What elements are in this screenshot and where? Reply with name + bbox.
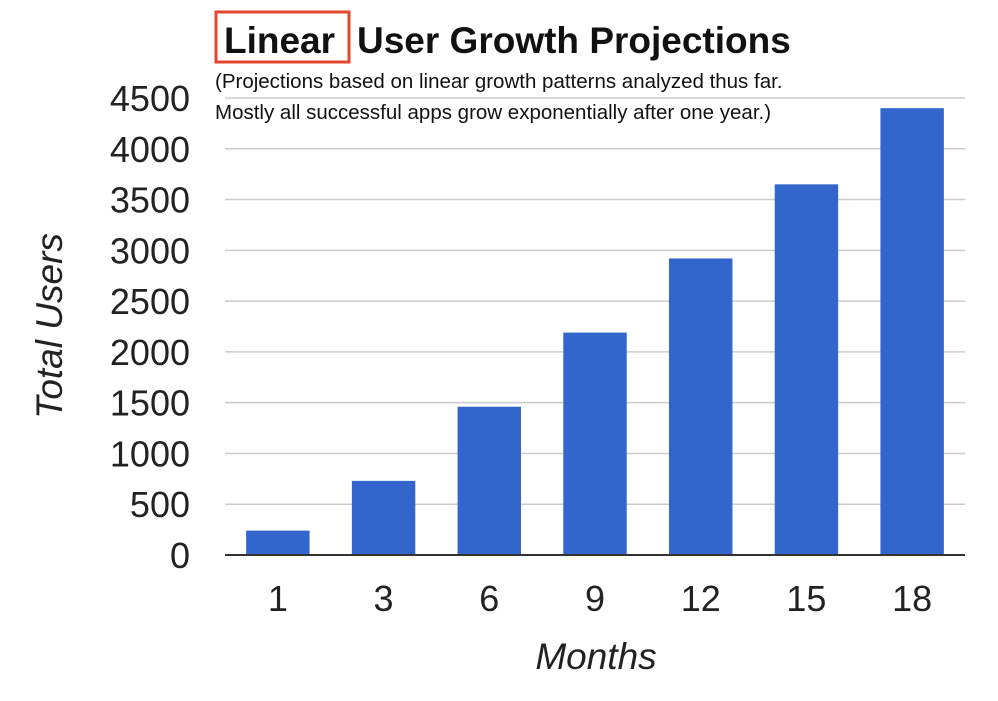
y-tick-label: 1000 [110,433,190,474]
y-tick-label: 2000 [110,332,190,373]
y-tick-label: 2500 [110,281,190,322]
chart-subtitle-line-2: Mostly all successful apps grow exponent… [215,101,771,124]
x-tick-label: 1 [268,578,288,619]
y-tick-label: 3000 [110,230,190,271]
chart-title-highlight: Linear [224,20,335,61]
y-axis-label: Total Users [29,233,70,419]
bar-month-12 [669,258,733,555]
bar-month-9 [563,332,627,555]
bar-month-15 [774,184,839,556]
title-highlight-box [214,10,351,64]
chart-title: Linear User Growth Projections [224,20,791,61]
y-tick-label: 3500 [110,180,190,221]
x-tick-label: 3 [374,578,394,619]
x-axis-label: Months [535,636,656,677]
y-tick-label: 0 [170,535,190,576]
x-tick-label: 18 [892,578,932,619]
y-tick-label: 4000 [110,129,190,170]
chart-subtitle-line-1: (Projections based on linear growth patt… [215,70,783,93]
x-tick-label: 9 [585,578,605,619]
x-tick-label: 15 [786,578,826,619]
y-axis-tick-labels: 0 500 1000 1500 2000 2500 3000 3500 4000 4500 [110,78,190,576]
bar-month-6 [457,406,521,555]
y-tick-label: 500 [130,484,190,525]
bars [246,108,944,556]
x-axis-tick-labels: 1 3 6 9 12 15 18 [268,578,932,619]
x-tick-label: 6 [479,578,499,619]
bar-month-1 [246,530,310,555]
y-tick-label: 4500 [110,78,190,119]
x-tick-label: 12 [681,578,721,619]
gridlines [225,97,965,505]
y-tick-label: 1500 [110,383,190,424]
chart-title-rest: User Growth Projections [357,20,791,61]
bar-month-18 [880,108,944,556]
bar-month-3 [351,480,416,555]
